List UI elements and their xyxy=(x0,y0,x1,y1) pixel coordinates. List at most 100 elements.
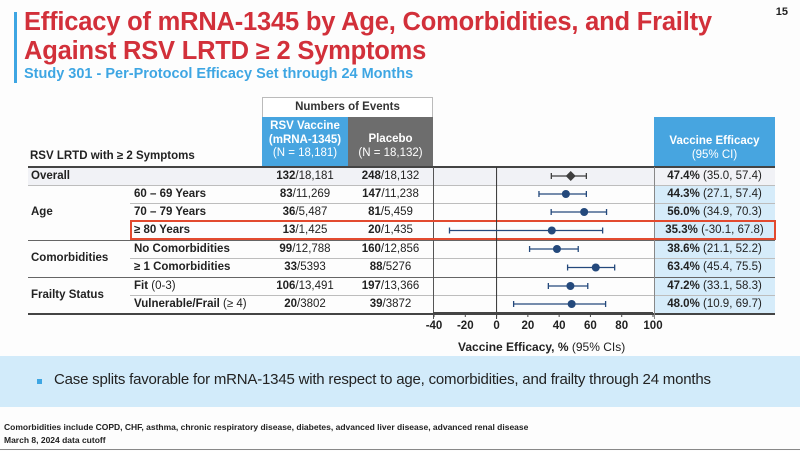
point-estimate-dot xyxy=(566,282,575,290)
subgroup-label: 60 – 69 Years xyxy=(134,185,206,203)
ve-cell: 35.3% (-30.1, 67.8) xyxy=(654,221,775,239)
category-age: Age xyxy=(31,206,53,218)
vaccine-events: 20 xyxy=(284,298,297,310)
subgroup-name: 60 – 69 Years xyxy=(134,188,207,200)
ve-estimate: 44.3% xyxy=(667,188,700,200)
ve-ci: (45.4, 75.5) xyxy=(699,261,762,273)
vaccine-n: /13,491 xyxy=(295,280,334,292)
x-tick-label: -40 xyxy=(425,320,443,332)
vaccine-events: 83 xyxy=(279,188,293,200)
ve-estimate: 48.0% xyxy=(667,298,700,310)
vaccine-column-header: RSV Vaccine (mRNA-1345) (N = 18,181) xyxy=(262,117,348,167)
placebo-events: 81 xyxy=(368,206,381,218)
vaccine-events-cell: 13/1,425 xyxy=(262,221,348,239)
page-number: 15 xyxy=(775,6,788,18)
title-line-2: Against RSV LRTD ≥ 2 Symptoms xyxy=(24,37,427,65)
vaccine-events: 132 xyxy=(276,170,296,182)
placebo-events: 88 xyxy=(369,261,383,273)
ve-estimate: 47.2% xyxy=(667,280,700,292)
slide-title: Efficacy of mRNA-1345 by Age, Comorbidit… xyxy=(24,8,764,66)
category-frailty: Frailty Status xyxy=(31,289,104,301)
vaccine-events-cell: 33/5393 xyxy=(262,258,348,276)
subgroup-label: ≥ 80 Years xyxy=(134,221,190,239)
placebo-events-cell: 88/5276 xyxy=(348,258,433,276)
vaccine-n: /5,487 xyxy=(295,206,328,218)
point-estimate-dot xyxy=(580,208,589,216)
ve-estimate: 38.6% xyxy=(667,243,700,255)
title-accent-bar xyxy=(14,12,17,83)
overall-row-background xyxy=(28,168,654,185)
placebo-n: /5,459 xyxy=(380,206,413,218)
point-estimate-dot xyxy=(552,245,561,253)
x-axis-label: Vaccine Efficacy, % (95% CIs) xyxy=(458,340,625,354)
ve-overall-background xyxy=(654,168,775,185)
vaccine-events-cell: 106/13,491 xyxy=(262,277,348,295)
placebo-events: 197 xyxy=(361,280,381,292)
ve-estimate: 47.4% xyxy=(667,170,700,182)
group-rule xyxy=(28,240,775,241)
category-overall: Overall xyxy=(31,170,70,182)
ve-column-header: Vaccine Efficacy (95% CI) xyxy=(654,117,775,167)
x-tick-label: 20 xyxy=(521,320,535,332)
subgroup-note: (≥ 4) xyxy=(219,298,247,310)
placebo-events: 248 xyxy=(361,170,381,182)
x-tick-label: 0 xyxy=(493,320,500,332)
placebo-events-cell: 20/1,435 xyxy=(348,221,433,239)
placebo-header-line1: Placebo xyxy=(368,133,413,145)
ve-ci: (21.1, 52.2) xyxy=(699,243,762,255)
subgroup-label: No Comorbidities xyxy=(134,240,230,258)
placebo-events: 39 xyxy=(369,298,383,310)
vaccine-events-cell: 83/11,269 xyxy=(262,185,348,203)
x-axis-label-main: Vaccine Efficacy, % xyxy=(458,340,569,354)
x-tick-label: 100 xyxy=(643,320,663,332)
row-rule xyxy=(28,185,775,186)
vaccine-n: /11,269 xyxy=(292,188,331,200)
plot-right-border xyxy=(654,167,655,319)
key-takeaway-banner xyxy=(0,356,800,407)
vaccine-events-cell: 20/3802 xyxy=(262,295,348,313)
placebo-n: /11,238 xyxy=(381,188,419,200)
vaccine-events: 99 xyxy=(279,243,293,255)
vaccine-n: /3802 xyxy=(297,298,326,310)
vaccine-n: /5393 xyxy=(297,261,326,273)
vaccine-events: 13 xyxy=(282,224,296,236)
vaccine-header-line2: (mRNA-1345) xyxy=(268,133,342,146)
x-axis-label-note: (95% CIs) xyxy=(568,340,626,354)
placebo-events: 20 xyxy=(368,224,381,236)
plot-left-border xyxy=(433,167,434,319)
ve-cell: 44.3% (27.1, 57.4) xyxy=(654,185,775,203)
vaccine-header-line1: RSV Vaccine xyxy=(270,120,340,132)
placebo-events-cell: 197/13,366 xyxy=(348,277,433,295)
placebo-n: /12,856 xyxy=(380,243,420,255)
subgroup-name: No Comorbidities xyxy=(134,243,230,255)
subgroup-name: ≥ 1 Comorbidities xyxy=(134,261,231,273)
ve-ci: (35.0, 57.4) xyxy=(699,170,762,182)
placebo-events-cell: 160/12,856 xyxy=(348,240,433,258)
vaccine-n: /12,788 xyxy=(292,243,331,255)
category-comorbidities: Comorbidities xyxy=(31,252,109,264)
subgroup-label: Fit (0-3) xyxy=(134,277,176,295)
subgroup-note: (0-3) xyxy=(148,280,176,292)
header-rule xyxy=(28,166,775,168)
ve-estimate: 35.3% xyxy=(665,224,698,236)
subgroup-label: ≥ 1 Comorbidities xyxy=(134,258,230,276)
placebo-n: /18,132 xyxy=(380,170,420,182)
point-estimate-dot xyxy=(561,190,570,198)
events-header: Numbers of Events xyxy=(262,97,433,117)
vaccine-n: /18,181 xyxy=(295,170,334,182)
row-header-label: RSV LRTD with ≥ 2 Symptoms xyxy=(30,150,195,162)
row-rule xyxy=(130,258,775,259)
key-takeaway-text: Case splits favorable for mRNA-1345 with… xyxy=(54,371,711,388)
ve-estimate: 63.4% xyxy=(667,261,700,273)
ve-header-line2: (95% CI) xyxy=(691,149,738,161)
vaccine-header-line3: (N = 18,181) xyxy=(272,147,338,159)
group-rule xyxy=(28,277,775,278)
ve-cell: 38.6% (21.1, 52.2) xyxy=(654,240,775,258)
ve-ci: (10.9, 69.7) xyxy=(699,298,762,310)
x-tick-label: 40 xyxy=(552,320,566,332)
ve-cell: 56.0% (34.9, 70.3) xyxy=(654,203,775,221)
ve-estimate: 56.0% xyxy=(667,206,700,218)
subgroup-name: ≥ 80 Years xyxy=(134,224,190,236)
subgroup-name: Fit xyxy=(134,280,149,292)
vaccine-events-cell: 132/18,181 xyxy=(262,167,348,185)
